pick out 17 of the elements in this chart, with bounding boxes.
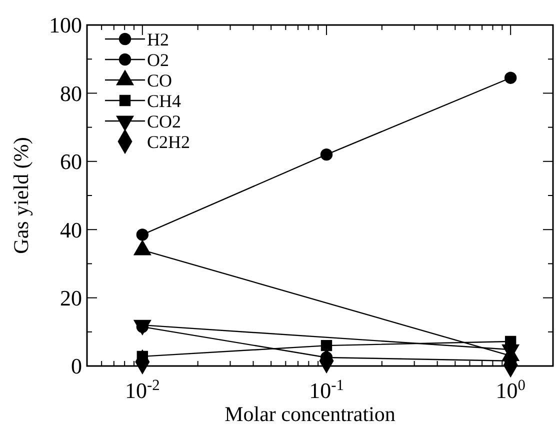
legend-label: H2 <box>147 29 169 50</box>
y-tick-label: 60 <box>60 149 82 174</box>
legend-label: CO <box>147 70 172 90</box>
y-tick-label: 100 <box>49 12 82 38</box>
legend-label: CO2 <box>147 111 182 132</box>
y-tick-label: 0 <box>71 354 82 379</box>
x-axis-title: Molar concentration <box>224 402 396 426</box>
x-tick-label: 10$^{-2}$ <box>125 376 160 403</box>
y-tick-label: 20 <box>60 286 82 310</box>
x-tick-label: 10$^{0}$ <box>496 376 526 403</box>
legend-label: O2 <box>147 50 169 70</box>
legend-label: C2H2 <box>147 132 190 152</box>
y-tick-label: 40 <box>60 217 82 242</box>
legend-label: CH4 <box>147 90 182 111</box>
x-tick-label: 10$^{-1}$ <box>309 376 344 403</box>
y-tick-label: 80 <box>60 80 82 106</box>
y-axis-title: Gas yield (%) <box>9 137 33 254</box>
